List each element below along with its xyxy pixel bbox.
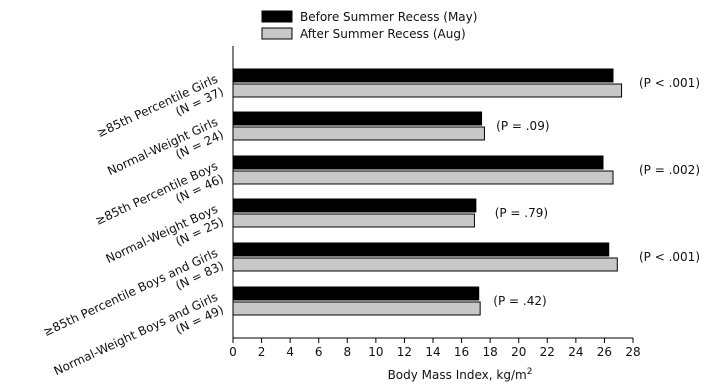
x-tick-label: 0 [229,345,237,359]
legend: Before Summer Recess (May) After Summer … [261,10,477,41]
bar-before [232,111,483,126]
legend-label-before: Before Summer Recess (May) [300,10,477,24]
x-tick-label: 28 [625,345,640,359]
category-label-line1: Normal-Weight Boys and Girls [52,290,220,378]
p-value-annotation: (P = .09) [496,119,549,133]
p-value-annotation: (P = .42) [493,294,546,308]
x-tick-label: 18 [483,345,498,359]
bar-before [232,242,610,257]
bar-before [232,286,480,301]
x-tick-label: 10 [368,345,383,359]
legend-swatch-after [261,27,293,40]
legend-label-after: After Summer Recess (Aug) [300,27,466,41]
bar-before [232,198,477,213]
p-value-annotation: (P = .79) [495,206,548,220]
x-tick-label: 24 [568,345,583,359]
plot-area: 0 2 4 6 8 10 12 14 16 18 20 22 24 26 28(P < .001)≥85th… [41,46,700,385]
category-label: Normal-Weight Boys and Girls(N = 49) [52,290,226,385]
bar-before [232,155,604,170]
x-tick-label: 22 [540,345,555,359]
x-axis-label: Body Mass Index, kg/m2 [388,367,533,382]
p-value-annotation: (P = .002) [639,163,700,177]
x-tick-label: 2 [258,345,266,359]
bar-after [232,213,475,228]
bar-after [232,301,481,316]
bar-after [232,170,614,185]
bar-after [232,83,623,98]
x-tick-label: 26 [597,345,612,359]
legend-swatch-before [261,10,293,23]
x-tick-label: 8 [343,345,351,359]
x-tick-label: 20 [511,345,526,359]
p-value-annotation: (P < .001) [639,76,700,90]
x-tick-label: 6 [315,345,323,359]
x-tick-label: 14 [425,345,440,359]
x-tick-label: 4 [286,345,294,359]
x-tick-label: 12 [397,345,412,359]
bar-before [232,68,614,83]
p-value-annotation: (P < .001) [639,250,700,264]
x-tick-label: 16 [454,345,469,359]
bar-after [232,257,618,272]
bar-after [232,126,485,141]
